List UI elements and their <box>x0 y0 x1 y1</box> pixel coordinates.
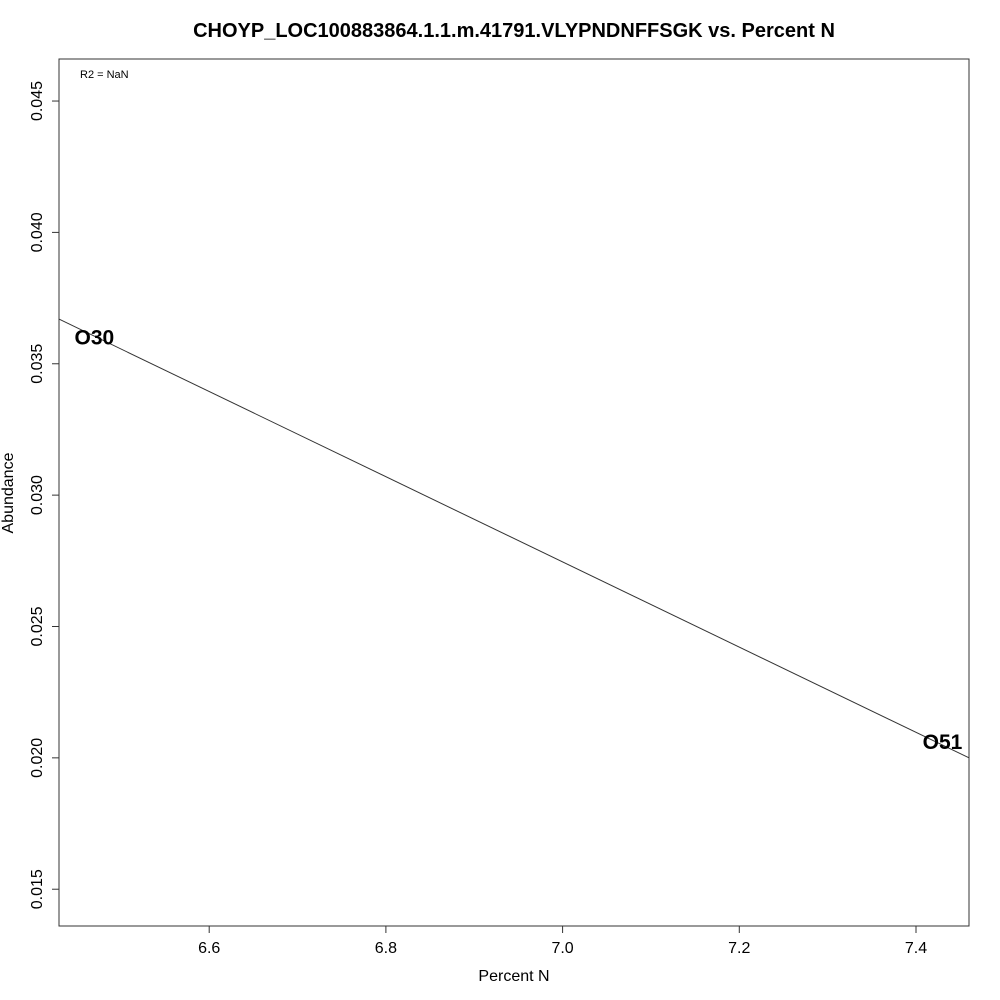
y-tick-label: 0.035 <box>29 344 46 384</box>
y-tick-label: 0.030 <box>29 475 46 515</box>
x-axis: 6.6 6.8 7.0 7.2 7.4 <box>198 926 927 957</box>
point-label-o30: O30 <box>74 326 114 349</box>
y-tick-label: 0.045 <box>29 81 46 121</box>
point-label-o51: O51 <box>923 731 963 754</box>
y-axis-label: Abundance <box>0 452 17 533</box>
x-tick-label: 7.2 <box>728 940 750 957</box>
y-tick-label: 0.040 <box>29 212 46 252</box>
x-tick-label: 6.6 <box>198 940 220 957</box>
point-labels: O30 O51 <box>74 326 962 754</box>
y-tick-label: 0.025 <box>29 606 46 646</box>
r2-annotation: R2 = NaN <box>80 69 129 81</box>
x-tick-label: 7.0 <box>551 940 573 957</box>
x-tick-label: 7.4 <box>905 940 927 957</box>
regression-line <box>58 318 970 759</box>
x-tick-label: 6.8 <box>375 940 397 957</box>
y-axis: 0.015 0.020 0.025 0.030 0.035 0.040 0.045 <box>29 81 59 909</box>
plot-frame <box>58 58 970 927</box>
x-axis-label: Percent N <box>478 968 549 985</box>
y-tick-label: 0.020 <box>29 738 46 778</box>
chart-title: CHOYP_LOC100883864.1.1.m.41791.VLYPNDNFF… <box>193 20 835 42</box>
y-tick-label: 0.015 <box>29 869 46 909</box>
